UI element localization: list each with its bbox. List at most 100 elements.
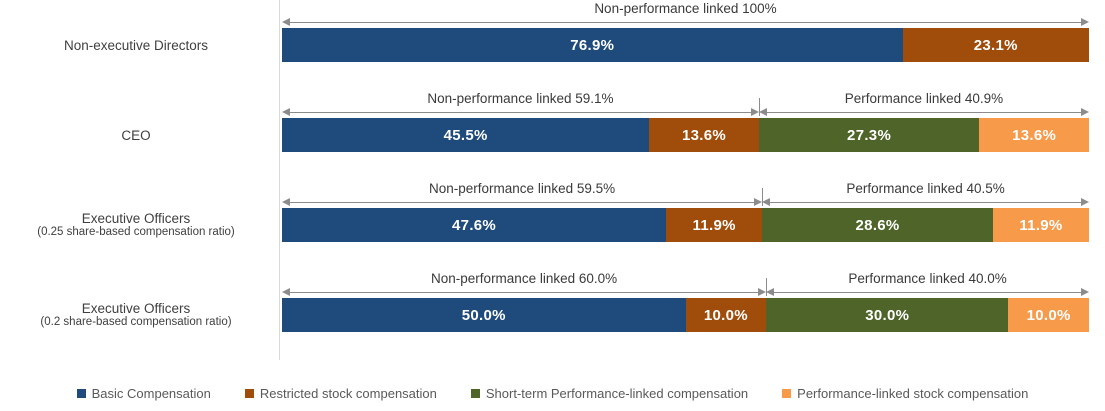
bar-segment: 10.0% [685,298,767,332]
chart-row: CEO Non-performance linked 59.1% Performan… [0,90,1105,180]
arrowhead-right-icon [750,108,759,116]
stacked-bar: 47.6% 11.9% 28.6% 11.9% [282,208,1089,242]
row-label: Executive Officers (0.25 share-based comp… [0,208,272,242]
bar-segment: 45.5% [282,118,650,152]
bar-segment: 11.9% [992,208,1089,242]
double-arrow [762,197,1089,207]
bar-segment: 30.0% [766,298,1009,332]
row-label-main: Executive Officers [81,211,191,226]
bracket-annotations: Non-performance linked 100% [282,0,1089,28]
row-plot: Non-performance linked 59.1% Performance … [282,90,1089,152]
arrow-line [290,291,759,293]
bracket-divider-tick [758,98,760,116]
chart-row: Executive Officers (0.2 share-based compe… [0,270,1105,360]
stacked-bar: 76.9% 23.1% [282,28,1089,62]
stacked-bar: 50.0% 10.0% 30.0% 10.0% [282,298,1089,332]
double-arrow [282,197,763,207]
legend-label: Restricted stock compensation [259,386,437,401]
bracket-divider-tick [762,188,764,206]
stacked-bar: 45.5% 13.6% 27.3% 13.6% [282,118,1089,152]
double-arrow [758,107,1089,117]
bracket: Non-performance linked 59.1% [282,90,759,118]
row-label: CEO [0,118,272,152]
arrowhead-right-icon [754,198,763,206]
bracket-label: Performance linked 40.0% [848,271,1007,286]
legend-swatch-icon [244,389,254,398]
legend-item: Basic Compensation [76,386,211,401]
arrow-line [290,21,1081,23]
arrow-line [290,111,751,113]
row-label: Non-executive Directors [0,28,272,62]
bar-segment: 27.3% [758,118,980,152]
row-plot: Non-performance linked 100% 76.9% 23.1% [282,0,1089,62]
double-arrow [282,287,767,297]
bracket-divider-tick [766,278,768,296]
bracket-label: Non-performance linked 59.5% [429,181,616,196]
arrow-line [290,201,755,203]
arrow-line [770,201,1081,203]
chart-rows: Non-executive Directors Non-performance l… [0,0,1105,360]
bar-segment: 13.6% [649,118,759,152]
legend-item: Restricted stock compensation [244,386,437,401]
arrowhead-right-icon [1081,18,1089,26]
arrowhead-left-icon [758,108,767,116]
bar-segment: 28.6% [762,208,993,242]
legend-label: Short-term Performance-linked compensati… [485,386,749,401]
arrowhead-right-icon [1080,198,1089,206]
bar-segment: 10.0% [1008,298,1089,332]
arrowhead-left-icon [282,18,290,26]
double-arrow [282,107,759,117]
arrowhead-left-icon [762,198,771,206]
arrow-line [774,291,1081,293]
legend-swatch-icon [782,389,792,398]
bracket-annotations: Non-performance linked 59.5% Performance … [282,180,1089,208]
row-label-main: CEO [121,127,151,143]
arrowhead-left-icon [282,198,290,206]
bracket-label: Non-performance linked 100% [594,1,777,16]
bracket-annotations: Non-performance linked 60.0% Performance … [282,270,1089,298]
row-label: Executive Officers (0.2 share-based compe… [0,298,272,332]
bracket: Non-performance linked 59.5% [282,180,763,208]
double-arrow [766,287,1089,297]
row-label-sub: (0.25 share-based compensation ratio) [37,226,235,238]
arrowhead-right-icon [1080,108,1089,116]
legend-item: Performance-linked stock compensation [782,386,1028,401]
legend: Basic Compensation Restricted stock compe… [0,386,1105,401]
bracket-annotations: Non-performance linked 59.1% Performance … [282,90,1089,118]
bar-segment: 13.6% [979,118,1089,152]
row-label-sub: (0.2 share-based compensation ratio) [40,316,232,328]
chart-row: Executive Officers (0.25 share-based comp… [0,180,1105,270]
legend-swatch-icon [76,389,86,398]
arrowhead-left-icon [282,108,290,116]
legend-item: Short-term Performance-linked compensati… [470,386,749,401]
bar-segment: 50.0% [282,298,686,332]
row-label-main: Non-executive Directors [63,37,209,53]
arrowhead-right-icon [758,288,767,296]
row-plot: Non-performance linked 59.5% Performance … [282,180,1089,242]
bar-segment: 47.6% [282,208,667,242]
row-label-main: Executive Officers [81,301,191,316]
axis-line [279,0,280,360]
double-arrow [282,17,1089,27]
legend-label: Performance-linked stock compensation [797,386,1029,401]
row-plot: Non-performance linked 60.0% Performance … [282,270,1089,332]
bracket: Non-performance linked 60.0% [282,270,767,298]
bracket: Performance linked 40.0% [766,270,1089,298]
bar-segment: 76.9% [282,28,903,62]
legend-label: Basic Compensation [91,386,211,401]
arrowhead-right-icon [1080,288,1089,296]
bracket-label: Performance linked 40.9% [844,91,1004,106]
bracket: Non-performance linked 100% [282,0,1089,28]
bracket-label: Non-performance linked 60.0% [431,271,618,286]
bar-segment: 11.9% [666,208,763,242]
bar-segment: 23.1% [902,28,1089,62]
arrowhead-left-icon [282,288,290,296]
legend-swatch-icon [470,389,480,398]
bracket: Performance linked 40.5% [762,180,1089,208]
bracket: Performance linked 40.9% [758,90,1089,118]
arrow-line [766,111,1081,113]
chart-row: Non-executive Directors Non-performance l… [0,0,1105,90]
bracket-label: Performance linked 40.5% [846,181,1005,196]
arrowhead-left-icon [766,288,775,296]
